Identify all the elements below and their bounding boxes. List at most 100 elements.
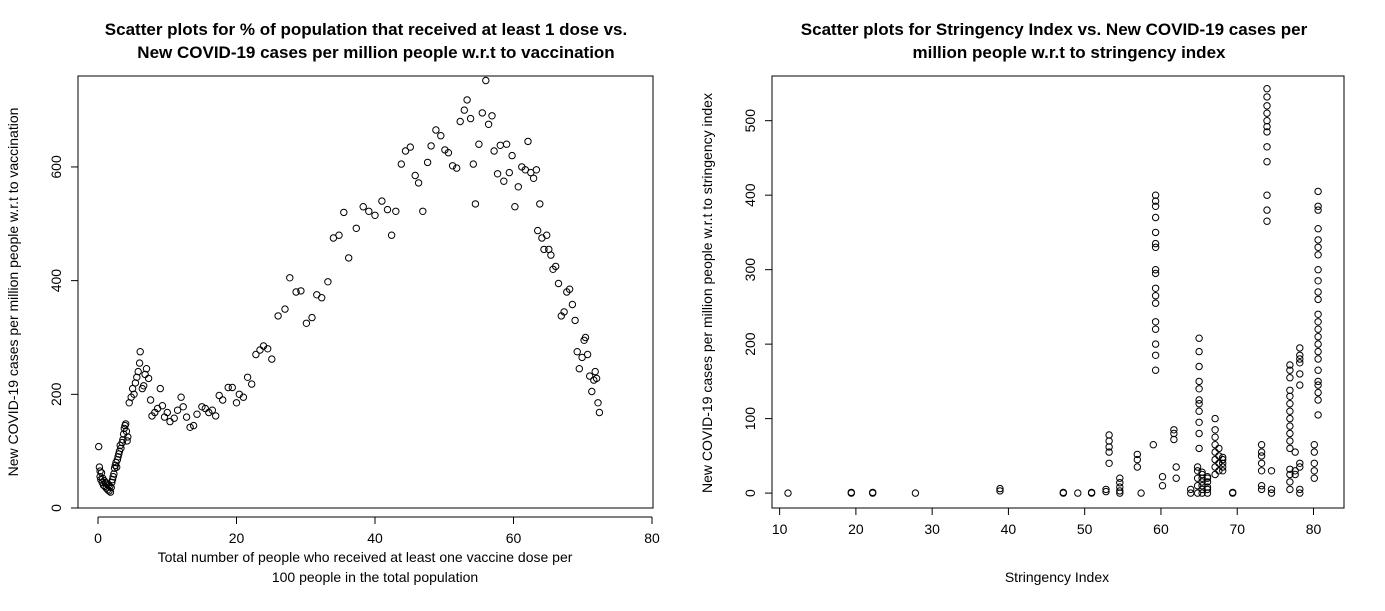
data-point [595, 408, 604, 417]
data-point [252, 350, 260, 359]
data-point [134, 367, 142, 376]
data-point [1215, 459, 1223, 467]
data-point [1105, 448, 1113, 456]
data-point [378, 197, 386, 205]
data-point [1314, 388, 1322, 397]
y-tick-label: 600 [48, 155, 64, 179]
data-point [1149, 441, 1158, 449]
data-point [1133, 455, 1142, 464]
data-point [1151, 351, 1160, 359]
data-point [286, 274, 294, 282]
data-point [1211, 441, 1219, 449]
data-point [383, 205, 392, 214]
data-point [1286, 478, 1294, 486]
data-point [1263, 93, 1271, 101]
data-point [1215, 452, 1223, 460]
data-point [1151, 239, 1160, 248]
data-point [583, 350, 592, 359]
data-point [1195, 407, 1203, 415]
data-point [359, 203, 367, 211]
data-point [1151, 228, 1160, 237]
data-point [274, 312, 282, 320]
data-point [514, 183, 522, 191]
data-points [784, 85, 1322, 497]
x-tick-label: 80 [1306, 521, 1322, 537]
data-point [784, 489, 792, 497]
data-point [268, 355, 276, 363]
data-point [502, 140, 511, 148]
data-point [1263, 128, 1271, 136]
x-axis-label-line-1: Total number of people who received at l… [158, 549, 573, 565]
data-point [411, 171, 419, 180]
data-point [1102, 485, 1110, 494]
y-tick-label: 200 [48, 382, 64, 406]
data-point [500, 177, 508, 185]
data-point [996, 484, 1004, 493]
data-point [1193, 467, 1202, 475]
data-point [1314, 340, 1322, 348]
data-point [1314, 366, 1322, 374]
data-point [575, 365, 583, 373]
data-point [1170, 426, 1178, 434]
data-point [186, 423, 194, 431]
data-point [1151, 292, 1160, 300]
data-point [591, 367, 599, 376]
data-point [371, 211, 379, 220]
data-point [490, 147, 498, 155]
data-point [1314, 325, 1322, 333]
data-point [97, 469, 106, 477]
data-point [1314, 310, 1322, 318]
data-point [1203, 478, 1212, 486]
data-point [475, 140, 483, 148]
chart-title-line-2: million people w.r.t to stringency index [913, 43, 1227, 62]
data-point [163, 408, 172, 417]
data-point [1286, 437, 1294, 445]
data-point [1286, 485, 1294, 494]
data-point [414, 179, 423, 187]
data-point [1195, 444, 1203, 453]
data-point [406, 143, 414, 151]
data-point [1195, 385, 1203, 393]
data-point [1116, 474, 1124, 482]
data-point [131, 379, 140, 387]
data-point [297, 287, 305, 295]
data-point [1296, 370, 1304, 378]
data-point [1257, 448, 1266, 456]
data-point [1116, 487, 1124, 495]
data-point [345, 254, 353, 262]
data-point [1263, 85, 1271, 93]
data-point [1105, 431, 1113, 439]
data-point [189, 421, 198, 430]
y-axis-label: New COVID-19 cases per million people w.… [5, 108, 21, 477]
data-point [911, 489, 920, 497]
data-point [505, 168, 513, 177]
data-point [1286, 407, 1294, 415]
data-point [1102, 487, 1110, 496]
data-point [1286, 366, 1294, 374]
data-point [1219, 453, 1227, 462]
x-tick-label: 70 [1229, 521, 1245, 537]
data-point [248, 380, 256, 388]
data-point [1314, 187, 1322, 196]
data-point [534, 226, 542, 235]
data-point [135, 359, 144, 367]
data-point [1211, 455, 1219, 464]
data-point [1074, 489, 1082, 497]
data-point [1286, 361, 1294, 369]
y-tick-label: 500 [742, 109, 758, 133]
data-point [1310, 448, 1319, 456]
data-point [1211, 426, 1219, 434]
chart-title-line-2: New COVID-19 cases per million people w.… [137, 43, 614, 62]
data-point [1286, 386, 1294, 394]
data-point [1151, 202, 1160, 211]
data-point [219, 396, 227, 404]
data-point [571, 316, 579, 325]
data-point [478, 109, 486, 117]
data-point [1314, 295, 1322, 304]
y-tick-label: 0 [48, 504, 64, 512]
data-point [1286, 429, 1294, 438]
data-point [1314, 381, 1322, 389]
data-point [392, 207, 400, 216]
data-point [1263, 158, 1271, 166]
data-point [1105, 443, 1113, 451]
